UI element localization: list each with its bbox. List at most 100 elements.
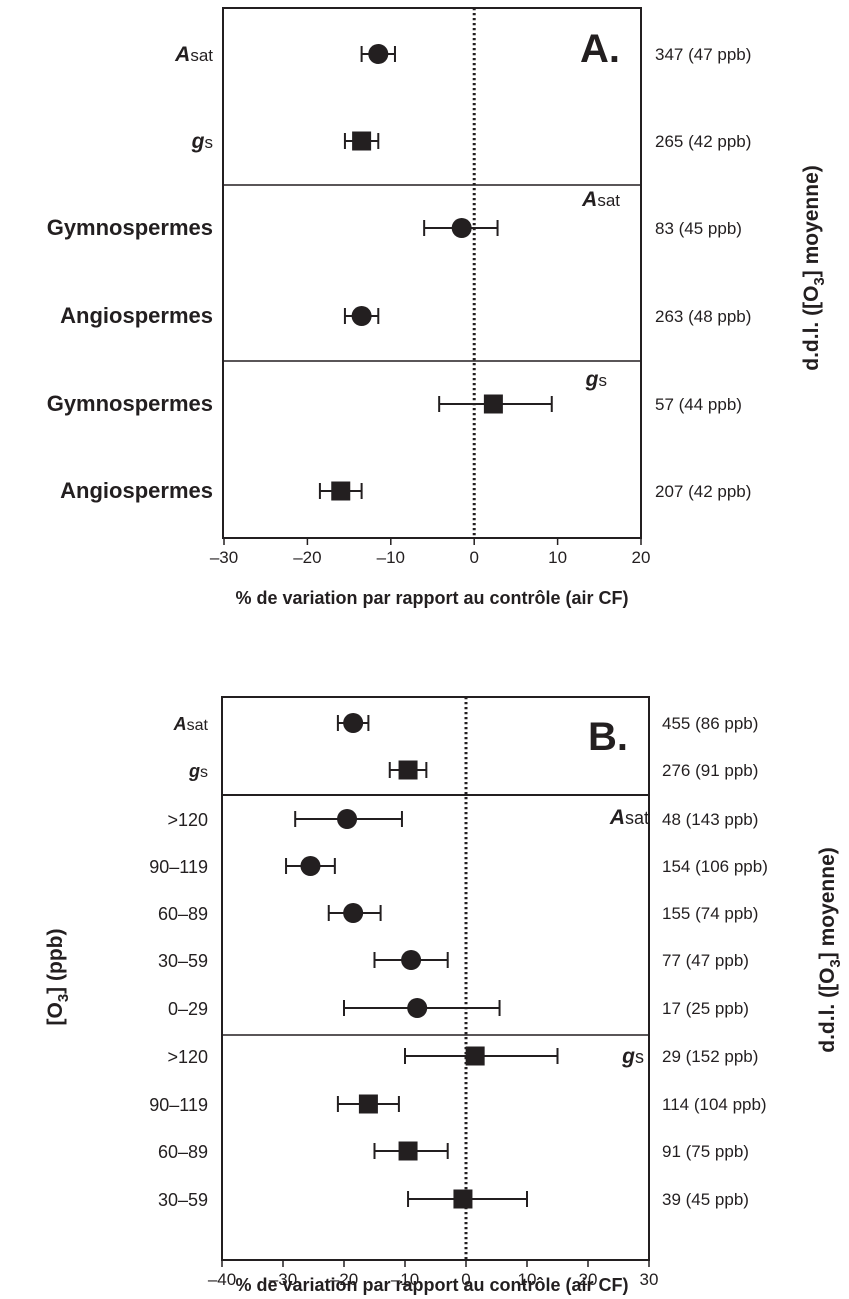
panel-a-row-label: gs — [191, 130, 213, 153]
panel-a-row-label: Gymnospermes — [47, 215, 213, 240]
panel-b-x-tick-label: 20 — [579, 1270, 598, 1289]
panel-b-row-label-main: 90–119 — [149, 857, 208, 877]
panel-b-row-label-main: 30–59 — [158, 951, 208, 971]
panel-b-row: Asat 455 (86 ppb) — [173, 713, 758, 734]
panel-a-label: A. — [580, 27, 620, 71]
panel-b-dof-label: 276 (91 ppb) — [662, 761, 758, 780]
panel-a-x-axis: –30 –20 –10 0 10 20 — [210, 538, 651, 567]
panel-b-row-label-sub: sat — [187, 717, 209, 734]
panel-a-estimate-circle — [451, 218, 472, 238]
panel-b-dof-label: 155 (74 ppb) — [662, 904, 758, 923]
panel-b-row: >120 48 (143 ppb) — [167, 809, 758, 830]
panel-b-dof-label: 154 (106 ppb) — [662, 857, 768, 876]
panel-a-row-label: Gymnospermes — [47, 391, 213, 416]
panel-b-row: 60–89 155 (74 ppb) — [158, 903, 758, 924]
panel-b-row: 30–59 39 (45 ppb) — [158, 1189, 749, 1210]
panel-b-row: 90–119 154 (106 ppb) — [149, 856, 768, 877]
panel-b-x-tick-label: –10 — [391, 1270, 419, 1289]
panel-a-row-label: Angiospermes — [60, 478, 213, 503]
panel-b-section-label-gs: gs — [621, 1045, 644, 1068]
panel-b-row-label-main: >120 — [167, 810, 208, 830]
panel-a-estimate-circle — [351, 306, 372, 326]
panel-a-frame — [222, 7, 642, 539]
panel-b-estimate-circle — [407, 998, 428, 1018]
panel-b-section-label-asat: Asat — [609, 806, 649, 829]
panel-b: B. Asat gs Asat 455 (86 ppb) gs 276 (91 ppb… — [44, 696, 844, 1295]
panel-a-row: Gymnospermes 83 (45 ppb) — [47, 215, 742, 240]
panel-b-estimate-square — [358, 1094, 378, 1114]
panel-a-estimate-square — [483, 394, 503, 414]
panel-b-row: 0–29 17 (25 ppb) — [168, 998, 749, 1019]
panel-a-x-tick-label: –10 — [377, 548, 405, 567]
panel-b-estimate-square — [453, 1189, 473, 1209]
panel-b-row-label-main: 90–119 — [149, 1095, 208, 1115]
panel-b-row-label: 90–119 — [149, 1095, 208, 1115]
panel-b-row-label: 30–59 — [158, 951, 208, 971]
panel-b-row-label-main: A — [173, 714, 187, 734]
panel-b-row-label-main: 30–59 — [158, 1190, 208, 1210]
panel-a-row-label-main: Angiospermes — [60, 303, 213, 328]
panel-a-row-label-sub: s — [205, 133, 214, 152]
panel-a-row: gs 265 (42 ppb) — [191, 130, 752, 153]
panel-b-x-axis-title: % de variation par rapport au contrôle (… — [235, 1275, 628, 1295]
panel-a-row-label-main: A — [174, 43, 190, 66]
panel-b-row-label: 30–59 — [158, 1190, 208, 1210]
panel-b-row-label-main: 60–89 — [158, 1142, 208, 1162]
panel-b-row-label: 60–89 — [158, 1142, 208, 1162]
panel-a-row-label: Angiospermes — [60, 303, 213, 328]
panel-a-dof-label: 207 (42 ppb) — [655, 482, 751, 501]
panel-b-estimate-circle — [300, 856, 321, 876]
panel-b-row-label: 0–29 — [168, 999, 208, 1019]
panel-b-dof-label: 29 (152 ppb) — [662, 1047, 758, 1066]
panel-b-row-label-main: g — [188, 761, 200, 781]
panel-b-estimate-circle — [401, 950, 422, 970]
panel-a-dof-label: 57 (44 ppb) — [655, 395, 742, 414]
panel-a-estimate-square — [352, 131, 372, 151]
panel-a-x-axis-title: % de variation par rapport au contrôle (… — [235, 588, 628, 608]
panel-b-x-tick-label: 30 — [640, 1270, 659, 1289]
panel-b-x-tick-label: 0 — [461, 1270, 470, 1289]
panel-a-row: Angiospermes 263 (48 ppb) — [60, 303, 751, 328]
panel-a-row-label: Asat — [174, 43, 213, 66]
panel-b-row-label-main: 0–29 — [168, 999, 208, 1019]
panel-b-dof-label: 77 (47 ppb) — [662, 951, 749, 970]
panel-a-dof-label: 83 (45 ppb) — [655, 219, 742, 238]
panel-b-row: 30–59 77 (47 ppb) — [158, 950, 749, 971]
panel-b-row-label-main: 60–89 — [158, 904, 208, 924]
panel-a-row-label-sub: sat — [190, 46, 213, 65]
panel-a-rows: Asat 347 (47 ppb) gs 265 (42 ppb) Gymnosperm… — [47, 43, 752, 503]
panel-a-row: Gymnospermes 57 (44 ppb) — [47, 391, 742, 416]
panel-b-row: >120 29 (152 ppb) — [167, 1046, 758, 1067]
panel-a-x-tick-label: 10 — [548, 548, 567, 567]
panel-a-row-label-main: Angiospermes — [60, 478, 213, 503]
panel-a-row: Asat 347 (47 ppb) — [174, 43, 751, 66]
panel-b-left-axis-title: [O3] (ppb) — [44, 929, 72, 1026]
panel-a-row: Angiospermes 207 (42 ppb) — [60, 478, 751, 503]
panel-a-dof-label: 347 (47 ppb) — [655, 45, 751, 64]
panel-b-label: B. — [588, 715, 628, 759]
panel-b-estimate-square — [398, 760, 418, 780]
panel-b-row-label: Asat — [173, 714, 209, 734]
panel-b-dof-label: 48 (143 ppb) — [662, 810, 758, 829]
panel-b-row-label: gs — [188, 761, 208, 781]
panel-a-estimate-square — [331, 481, 351, 501]
panel-b-dof-label: 114 (104 ppb) — [662, 1095, 767, 1114]
panel-a-right-axis-title: d.d.l. ([O3] moyenne) — [800, 165, 828, 371]
panel-a-row-label-main: g — [191, 130, 205, 153]
panel-b-x-tick-label: 10 — [518, 1270, 537, 1289]
panel-b-dof-label: 455 (86 ppb) — [662, 714, 758, 733]
panel-b-row-label-main: >120 — [167, 1047, 208, 1067]
panel-b-dof-label: 39 (45 ppb) — [662, 1190, 749, 1209]
panel-b-dof-label: 17 (25 ppb) — [662, 999, 749, 1018]
panel-a-row-label-main: Gymnospermes — [47, 391, 213, 416]
panel-b-row-label: 90–119 — [149, 857, 208, 877]
panel-b-row-label: 60–89 — [158, 904, 208, 924]
panel-b-row: 60–89 91 (75 ppb) — [158, 1141, 749, 1162]
panel-b-estimate-circle — [343, 713, 364, 733]
panel-b-frame — [221, 696, 650, 1261]
panel-b-row-label: >120 — [167, 1047, 208, 1067]
panel-b-x-tick-label: –20 — [330, 1270, 358, 1289]
panel-a-x-tick-label: 20 — [632, 548, 651, 567]
panel-a-estimate-circle — [368, 44, 389, 64]
